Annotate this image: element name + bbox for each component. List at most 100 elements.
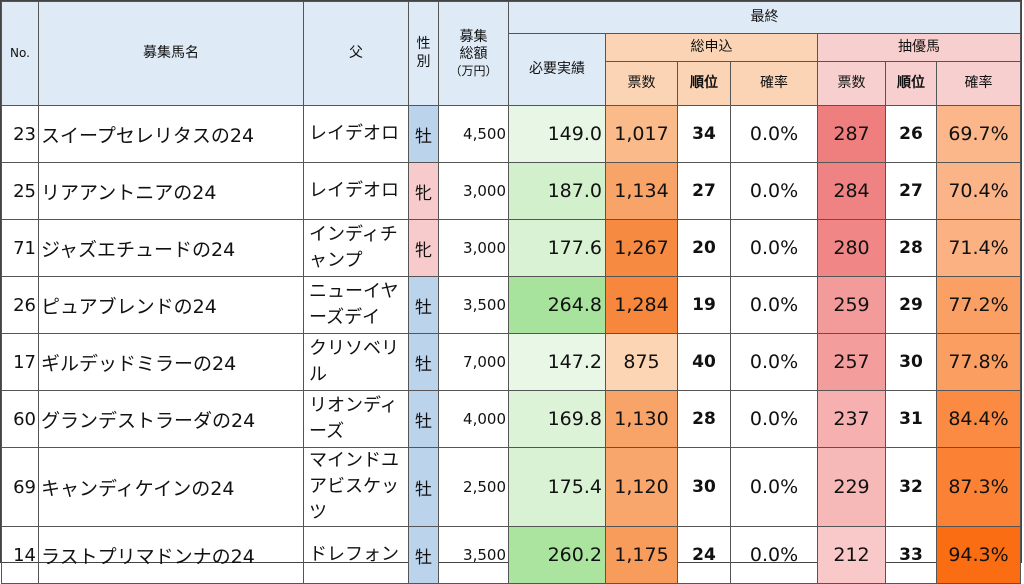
cell-lot-votes: 259 — [817, 276, 886, 334]
cell-app-rank: 34 — [677, 105, 731, 163]
cell-app-probability: 0.0% — [730, 105, 818, 163]
cell-lot-votes: 284 — [817, 162, 886, 220]
header-app-probability: 確率 — [730, 61, 818, 106]
cell-app-votes: 1,120 — [605, 447, 678, 527]
cell-sire: リオンディーズ — [303, 390, 409, 448]
header-horse-name: 募集馬名 — [38, 1, 304, 106]
cell-sex: 牡 — [408, 526, 439, 584]
table-row: 23 スイープセレリタスの24 レイデオロ牡 4,500 149.0 1,017 34 0.0… — [1, 105, 1021, 163]
cell-lot-rank: 30 — [885, 333, 937, 391]
cell-total: 4,000 — [438, 390, 509, 448]
cell-sire: レイデオロ — [303, 162, 409, 220]
cell-sex: 牝 — [408, 219, 439, 277]
cell-required: 187.0 — [508, 162, 606, 220]
cell-lot-probability: 84.4% — [936, 390, 1021, 448]
header-lottery: 抽優馬 — [817, 33, 1021, 62]
cell-sire: クリソベリル — [303, 333, 409, 391]
cell-app-probability: 0.0% — [730, 219, 818, 277]
cell-app-rank: 30 — [677, 447, 731, 527]
cell-sex: 牡 — [408, 105, 439, 163]
cell-lot-votes: 229 — [817, 447, 886, 527]
cell-lot-probability: 71.4% — [936, 219, 1021, 277]
table-row: 25 リアアントニアの24 レイデオロ牝 3,000 187.0 1,134 27 0.0% 2… — [1, 162, 1021, 220]
header-app-rank: 順位 — [677, 61, 731, 106]
cell-horse-name: ラストプリマドンナの24 — [38, 526, 304, 584]
cell-horse-name: リアアントニアの24 — [38, 162, 304, 220]
cell-total: 3,500 — [438, 276, 509, 334]
cell-total: 4,500 — [438, 105, 509, 163]
cell-total: 2,500 — [438, 447, 509, 527]
cell-sire: マインドユアビスケッツ — [303, 447, 409, 527]
cell-horse-name: キャンディケインの24 — [38, 447, 304, 527]
cell-total: 3,000 — [438, 162, 509, 220]
cell-no: 14 — [1, 526, 39, 584]
cell-lot-rank: 32 — [885, 447, 937, 527]
cell-lot-probability: 77.2% — [936, 276, 1021, 334]
cell-no: 17 — [1, 333, 39, 391]
header-applications: 総申込 — [605, 33, 818, 62]
header-sex-label: 性別 — [416, 36, 431, 70]
cell-sire: レイデオロ — [303, 105, 409, 163]
cell-app-votes: 1,017 — [605, 105, 678, 163]
cell-required: 175.4 — [508, 447, 606, 527]
header-total-unit: （万円） — [449, 63, 498, 78]
cell-sex: 牡 — [408, 333, 439, 391]
cell-lot-rank: 29 — [885, 276, 937, 334]
cell-app-rank: 19 — [677, 276, 731, 334]
cell-no: 71 — [1, 219, 39, 277]
cell-required: 264.8 — [508, 276, 606, 334]
cell-total: 3,000 — [438, 219, 509, 277]
cell-total: 3,500 — [438, 526, 509, 584]
cell-app-votes: 1,284 — [605, 276, 678, 334]
cell-lot-votes: 237 — [817, 390, 886, 448]
cell-lot-votes: 212 — [817, 526, 886, 584]
cell-app-probability: 0.0% — [730, 162, 818, 220]
cell-lot-probability: 87.3% — [936, 447, 1021, 527]
cell-lot-rank: 31 — [885, 390, 937, 448]
cell-app-rank: 27 — [677, 162, 731, 220]
cell-lot-votes: 257 — [817, 333, 886, 391]
cell-app-rank: 20 — [677, 219, 731, 277]
cell-app-rank: 24 — [677, 526, 731, 584]
header-final: 最終 — [508, 1, 1021, 34]
cell-horse-name: ギルデッドミラーの24 — [38, 333, 304, 391]
cell-required: 260.2 — [508, 526, 606, 584]
header-lot-rank: 順位 — [885, 61, 937, 106]
header-sire: 父 — [303, 1, 409, 106]
cell-horse-name: スイープセレリタスの24 — [38, 105, 304, 163]
cell-no: 23 — [1, 105, 39, 163]
cell-horse-name: ジャズエチュードの24 — [38, 219, 304, 277]
header-app-votes: 票数 — [605, 61, 678, 106]
header-lot-probability: 確率 — [936, 61, 1021, 106]
cell-app-probability: 0.0% — [730, 526, 818, 584]
cell-total: 7,000 — [438, 333, 509, 391]
cell-no: 69 — [1, 447, 39, 527]
cell-lot-probability: 69.7% — [936, 105, 1021, 163]
cell-app-probability: 0.0% — [730, 447, 818, 527]
cell-sex: 牡 — [408, 447, 439, 527]
cell-sire: ニューイヤーズデイ — [303, 276, 409, 334]
header-required: 必要実績 — [508, 33, 606, 106]
header-total: 募集 総額 （万円） — [438, 1, 509, 106]
cell-lot-probability: 70.4% — [936, 162, 1021, 220]
cell-app-rank: 40 — [677, 333, 731, 391]
cell-required: 147.2 — [508, 333, 606, 391]
cell-no: 60 — [1, 390, 39, 448]
cell-sex: 牡 — [408, 390, 439, 448]
cell-no: 26 — [1, 276, 39, 334]
cell-lot-votes: 280 — [817, 219, 886, 277]
cell-app-votes: 1,134 — [605, 162, 678, 220]
cell-sex: 牝 — [408, 162, 439, 220]
cell-lot-probability: 94.3% — [936, 526, 1021, 584]
cell-lot-rank: 26 — [885, 105, 937, 163]
cell-horse-name: グランデストラーダの24 — [38, 390, 304, 448]
cell-required: 177.6 — [508, 219, 606, 277]
table-row: 69 キャンディケインの24 マインドユアビスケッツ牡 2,500 175.4 1,120… — [1, 447, 1021, 527]
cell-app-votes: 1,267 — [605, 219, 678, 277]
header-total-line1: 募集 — [459, 28, 488, 45]
cell-lot-rank: 33 — [885, 526, 937, 584]
cell-required: 169.8 — [508, 390, 606, 448]
cell-lot-rank: 28 — [885, 219, 937, 277]
cell-sex: 牡 — [408, 276, 439, 334]
header-no: No. — [1, 1, 39, 106]
